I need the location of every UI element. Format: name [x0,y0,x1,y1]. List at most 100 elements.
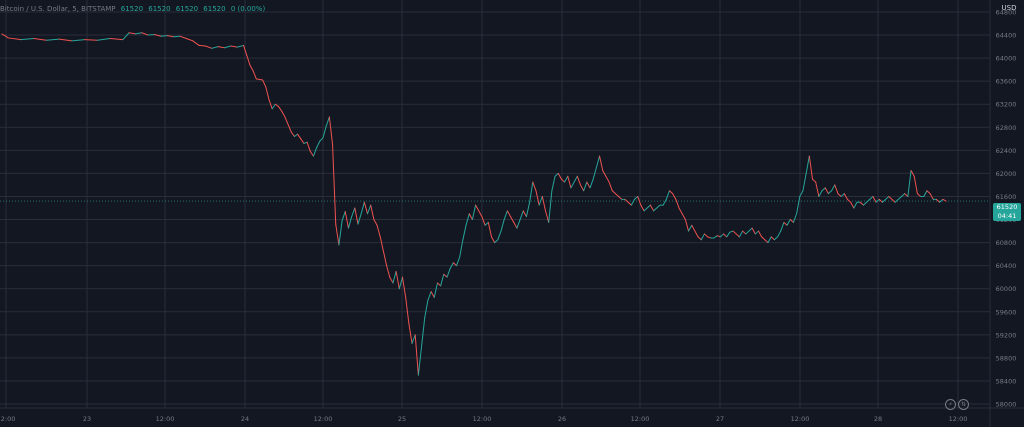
price-segment [649,204,655,212]
price-segment [678,207,683,215]
price-segment [812,178,817,183]
price-segment [370,204,375,221]
price-segment [608,181,613,192]
price-segment [522,210,527,218]
price-segment [147,33,156,36]
price-segment [436,282,442,287]
price-segment [716,235,721,238]
price-segment [249,64,254,72]
price-segment [328,116,334,146]
compare-icon[interactable]: ⇅ [958,399,969,410]
price-segment [891,198,896,203]
price-segment [640,204,645,212]
price-segment [185,38,194,42]
price-segment [688,224,693,232]
price-segment [284,116,289,125]
change-value: 0 (0.00%) [230,5,266,13]
price-segment [513,221,518,229]
x-tick-label: 12:00 [791,415,810,423]
price-segment [405,296,410,324]
price-segment [58,38,73,42]
price-segment [452,262,458,267]
price-segment [599,155,604,172]
price-segment [901,193,906,197]
price-segment [888,195,893,200]
price-segment [630,198,636,206]
low-value: 61520 [175,5,199,13]
price-segment [223,45,232,49]
price-segment [265,86,270,101]
price-segment [627,201,632,206]
open-value: 61520 [120,5,144,13]
price-segment [122,32,130,41]
y-tick-label: 58400 [996,377,1017,385]
price-segment [564,175,569,183]
price-segment [325,116,330,127]
price-segment [379,236,384,252]
price-axis[interactable]: 58000 58400 58800 59200 59600 60000 60400 60800… [996,9,1017,409]
price-segment [551,175,556,192]
price-segment [392,270,397,284]
price-segment [357,213,362,225]
price-segment [729,230,734,233]
price-segment [799,190,804,197]
price-segment [490,236,496,244]
symbol-label[interactable]: Bitcoin / U.S. Dollar, 5, BITSTAMP [0,5,116,13]
x-tick-label: 23 [83,415,91,423]
price-segment [846,198,852,203]
price-segment [796,195,801,215]
price-segment [471,204,477,221]
price-segment [672,193,677,200]
price-segment [942,198,947,202]
currency-label[interactable]: USD [1001,4,1017,12]
price-segment [128,32,136,35]
price-segment [719,233,725,238]
price-segment [459,239,464,258]
y-tick-label: 63600 [996,78,1017,86]
price-segment [322,125,327,139]
price-segment [668,190,674,195]
price-segment [481,216,486,226]
price-segment [20,38,35,41]
price-segment [894,198,899,203]
price-segment [827,190,833,195]
price-segment [761,236,766,241]
lightning-icon[interactable]: ⚡ [945,399,956,410]
price-segment [792,213,798,223]
price-segment [312,146,318,157]
y-tick-label: 59600 [996,308,1017,316]
price-segment [179,35,187,40]
y-tick-label: 62400 [996,147,1017,155]
y-tick-label: 61600 [996,193,1017,201]
price-segment [773,236,779,241]
price-segment [602,170,607,177]
price-segment [211,46,219,49]
price-segment [738,230,744,238]
price-segment [681,213,686,221]
price-segment [529,181,534,203]
price-segment [767,236,772,244]
price-segment [252,70,257,80]
price-segment [287,123,292,133]
price-segment [805,155,810,174]
price-segment [398,276,403,290]
price-segment [583,181,588,192]
price-segment [462,224,467,241]
price-segment [446,268,451,278]
price-segment [605,175,610,183]
time-axis[interactable]: 12:00 23 12:00 24 12:00 25 12:00 26 12:00 27 12:00… [0,415,967,423]
price-segment [570,181,575,189]
price-segment [338,220,343,246]
price-segment [862,201,868,206]
price-segment [382,250,388,267]
price-segment [764,239,769,244]
price-segment [923,190,928,197]
price-segment [926,190,931,195]
x-tick-label: 12:00 [949,415,968,423]
price-segment [494,239,499,244]
price-segment [872,195,877,203]
price-segment [271,103,276,110]
last-price-tag: 61520 04:41 [993,203,1021,221]
price-segment [236,44,245,48]
